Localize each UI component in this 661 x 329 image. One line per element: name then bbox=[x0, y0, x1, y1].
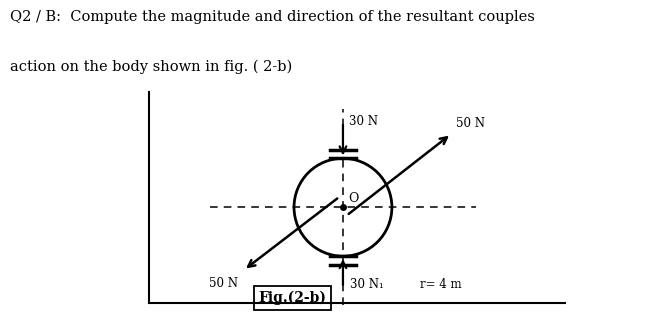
Text: 50 N: 50 N bbox=[455, 117, 485, 130]
Text: Fig.(2-b): Fig.(2-b) bbox=[258, 291, 327, 305]
Text: 50 N: 50 N bbox=[209, 277, 238, 290]
Text: 30 N: 30 N bbox=[348, 115, 377, 129]
Text: O: O bbox=[348, 192, 359, 205]
Text: action on the body shown in fig. ( 2-b): action on the body shown in fig. ( 2-b) bbox=[10, 59, 292, 74]
Text: r= 4 m: r= 4 m bbox=[420, 278, 461, 291]
Text: Q2 / B:  Compute the magnitude and direction of the resultant couples: Q2 / B: Compute the magnitude and direct… bbox=[10, 10, 535, 24]
Text: 30 N₁: 30 N₁ bbox=[350, 278, 383, 291]
